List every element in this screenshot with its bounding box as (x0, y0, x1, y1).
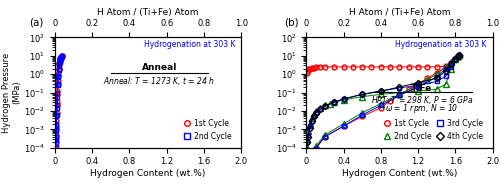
Y-axis label: Hydrogen Pressure
(MPa): Hydrogen Pressure (MPa) (2, 52, 21, 133)
Legend: 1st Cycle, 2nd Cycle: 1st Cycle, 2nd Cycle (184, 119, 232, 141)
X-axis label: H Atom / (Ti+Fe) Atom: H Atom / (Ti+Fe) Atom (98, 7, 199, 16)
Text: (a): (a) (29, 18, 43, 27)
X-axis label: H Atom / (Ti+Fe) Atom: H Atom / (Ti+Fe) Atom (348, 7, 450, 16)
X-axis label: Hydrogen Content (wt.%): Hydrogen Content (wt.%) (342, 169, 457, 178)
Text: $\omega$ = 1 rpm, $N$ = 10: $\omega$ = 1 rpm, $N$ = 10 (385, 102, 458, 115)
Legend: 1st Cycle, 2nd Cycle, 3rd Cycle, 4th Cycle: 1st Cycle, 2nd Cycle, 3rd Cycle, 4th Cyc… (384, 119, 483, 141)
Text: TiFe: TiFe (411, 84, 432, 93)
Text: Anneal: $T$ = 1273 K, $t$ = 24 h: Anneal: $T$ = 1273 K, $t$ = 24 h (104, 76, 216, 88)
X-axis label: Hydrogen Content (wt.%): Hydrogen Content (wt.%) (90, 169, 206, 178)
Text: HPT: $T$ = 298 K, $P$ = 6 GPa: HPT: $T$ = 298 K, $P$ = 6 GPa (370, 94, 473, 106)
Text: (b): (b) (284, 18, 298, 27)
Text: Anneal: Anneal (142, 63, 177, 72)
Text: Hydrogenation at 303 K: Hydrogenation at 303 K (144, 40, 236, 49)
Text: Hydrogenation at 303 K: Hydrogenation at 303 K (396, 40, 487, 49)
